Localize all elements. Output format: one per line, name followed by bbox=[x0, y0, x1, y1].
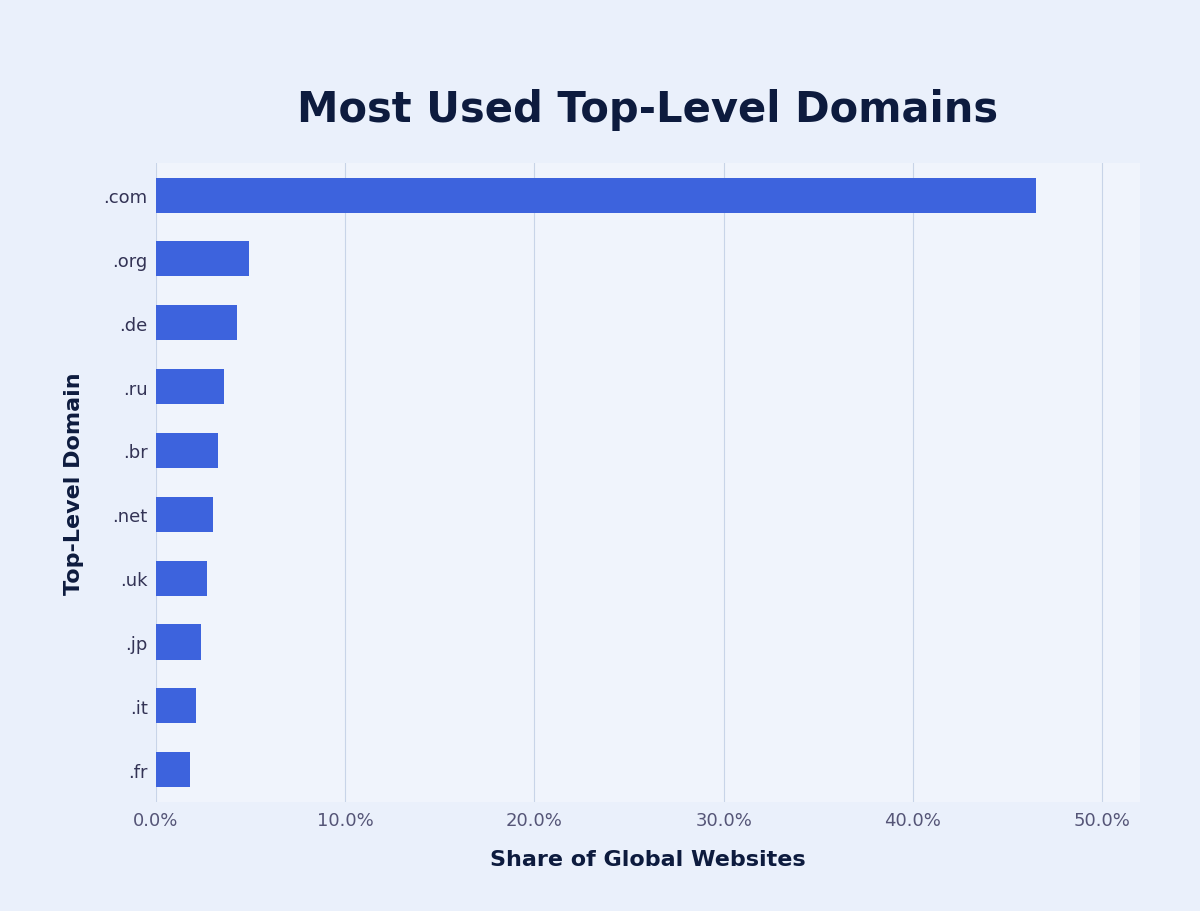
Bar bbox=[156, 625, 202, 660]
Bar bbox=[156, 752, 190, 787]
Bar bbox=[156, 242, 248, 277]
Bar bbox=[156, 689, 196, 723]
Bar bbox=[156, 306, 238, 341]
Title: Most Used Top-Level Domains: Most Used Top-Level Domains bbox=[298, 89, 998, 131]
Bar bbox=[156, 179, 1036, 213]
Y-axis label: Top-Level Domain: Top-Level Domain bbox=[64, 372, 84, 594]
X-axis label: Share of Global Websites: Share of Global Websites bbox=[490, 849, 806, 869]
Bar bbox=[156, 497, 212, 532]
Bar bbox=[156, 561, 208, 596]
Bar bbox=[156, 434, 218, 468]
Bar bbox=[156, 370, 224, 404]
